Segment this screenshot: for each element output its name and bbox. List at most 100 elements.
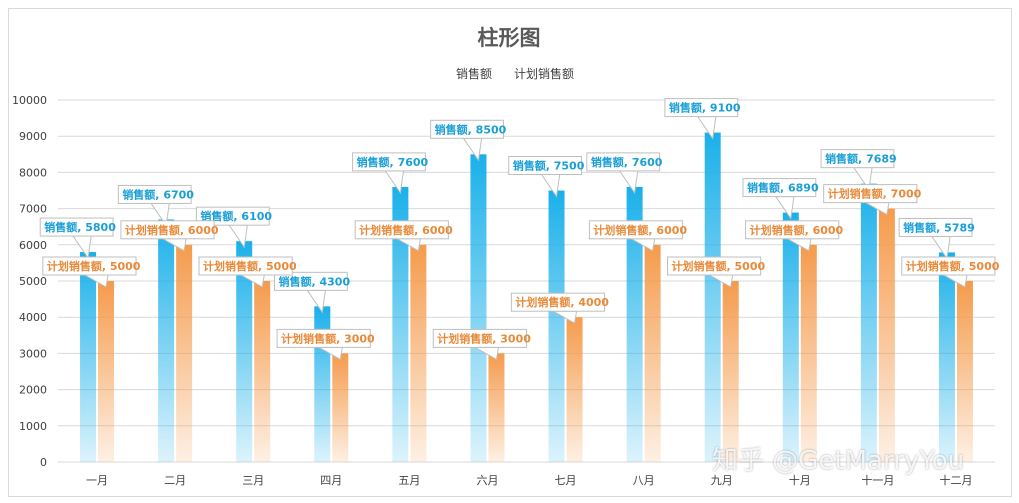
callout-box	[273, 271, 348, 291]
data-label: 计划销售额, 4000	[515, 295, 609, 309]
bar	[410, 244, 427, 462]
x-tick-label: 十月	[789, 473, 811, 487]
bar	[956, 281, 973, 462]
callout-box	[42, 256, 137, 276]
x-tick-label: 七月	[555, 474, 577, 487]
bar	[938, 252, 955, 462]
callout-box	[742, 178, 817, 198]
bar	[80, 252, 97, 462]
x-tick-label: 一月	[86, 474, 108, 487]
data-label: 销售额, 7600	[591, 155, 663, 169]
data-label: 计划销售额, 7000	[828, 187, 922, 201]
data-label: 计划销售额, 3000	[281, 331, 375, 345]
bar	[722, 281, 739, 462]
bar	[782, 212, 799, 462]
y-tick-label: 7000	[19, 203, 47, 216]
data-label: 销售额, 4300	[278, 274, 350, 288]
y-tick-label: 5000	[19, 275, 47, 288]
data-label: 计划销售额, 6000	[593, 223, 687, 237]
bar	[626, 186, 643, 462]
bar	[704, 132, 721, 462]
callout-box	[510, 292, 606, 312]
legend-item: 销售额	[456, 66, 492, 81]
callout-box	[823, 184, 918, 204]
bar	[176, 244, 193, 462]
y-tick-label: 2000	[19, 384, 47, 397]
data-label: 销售额, 6700	[122, 187, 194, 201]
y-tick-label: 3000	[19, 347, 47, 360]
data-label: 计划销售额, 6000	[359, 223, 453, 237]
callout-box	[39, 217, 114, 237]
bar	[254, 281, 271, 462]
data-label: 计划销售额, 5000	[203, 259, 297, 273]
bar	[98, 281, 115, 462]
bar	[548, 190, 565, 462]
y-tick-label: 8000	[19, 166, 47, 179]
data-label: 销售额, 5789	[903, 220, 975, 234]
x-tick-label: 四月	[320, 474, 342, 487]
callout-box	[664, 98, 739, 118]
callout-box	[352, 152, 426, 172]
data-label: 销售额, 8500	[435, 122, 507, 136]
y-tick-label: 4000	[19, 311, 47, 324]
callout-box	[667, 256, 762, 276]
callout-box	[820, 149, 895, 169]
data-label: 计划销售额, 5000	[672, 259, 766, 273]
callout-box	[745, 220, 840, 240]
callout-box	[588, 220, 684, 240]
data-label: 计划销售额, 5000	[906, 259, 1000, 273]
watermark: 知乎 @GetMarryYou	[712, 446, 965, 476]
bar	[800, 244, 817, 462]
bar	[644, 244, 661, 462]
callout-box	[898, 217, 973, 237]
callout-box	[120, 220, 215, 240]
callout-box	[901, 256, 996, 276]
y-tick-label: 9000	[19, 130, 47, 143]
data-label: 计划销售额, 5000	[47, 259, 141, 273]
x-tick-label: 十一月	[861, 473, 894, 487]
data-label: 计划销售额, 6000	[125, 223, 219, 237]
data-label: 计划销售额, 3000	[437, 331, 531, 345]
callout-box	[508, 156, 583, 175]
x-tick-label: 二月	[164, 474, 186, 487]
callout-box	[198, 256, 293, 276]
data-label: 销售额, 5800	[44, 220, 116, 234]
x-tick-label: 九月	[711, 474, 733, 487]
callout-box	[430, 119, 504, 139]
data-label: 销售额, 7600	[357, 155, 429, 169]
data-label: 销售额, 7689	[825, 152, 897, 166]
chart-title: 柱形图	[478, 26, 541, 50]
y-tick-label: 10000	[12, 94, 47, 107]
chart-frame	[8, 8, 1012, 497]
data-label: 计划销售额, 6000	[750, 223, 844, 237]
bar	[392, 186, 409, 462]
bar	[158, 219, 175, 462]
x-tick-label: 十二月	[939, 473, 972, 487]
y-tick-label: 1000	[19, 420, 47, 433]
y-tick-label: 0	[40, 456, 47, 469]
callout-box	[354, 220, 449, 240]
x-tick-label: 五月	[398, 474, 420, 487]
x-tick-label: 八月	[633, 474, 655, 487]
x-tick-label: 六月	[476, 474, 498, 487]
bar	[860, 183, 877, 462]
data-label: 销售额, 7500	[513, 159, 585, 173]
data-label: 销售额, 6890	[747, 181, 819, 195]
x-tick-label: 三月	[242, 474, 264, 487]
callout-box	[586, 152, 661, 172]
bar	[332, 353, 349, 462]
data-label: 销售额, 6100	[200, 209, 272, 223]
callout-box	[432, 328, 527, 348]
y-tick-label: 6000	[19, 239, 47, 252]
data-label: 销售额, 9100	[669, 101, 741, 115]
bar	[566, 317, 583, 462]
callout-box	[276, 328, 371, 348]
bar	[236, 241, 253, 462]
bar	[488, 353, 505, 462]
bar	[470, 154, 487, 463]
callout-box	[117, 184, 192, 204]
legend-item: 计划销售额	[514, 66, 574, 81]
bar	[878, 208, 895, 462]
